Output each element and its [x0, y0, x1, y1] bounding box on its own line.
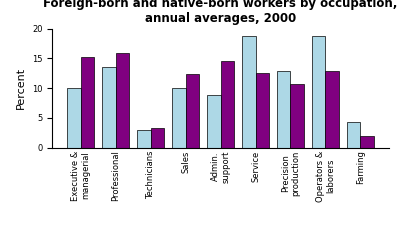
Y-axis label: Percent: Percent [16, 67, 26, 109]
Bar [255, 73, 269, 148]
Bar [81, 56, 94, 148]
Bar [242, 36, 255, 148]
Bar [312, 36, 326, 148]
Bar [290, 84, 304, 148]
Bar [207, 95, 221, 148]
Bar [221, 61, 234, 148]
Bar [151, 128, 164, 148]
Bar [277, 71, 290, 148]
Bar [67, 88, 81, 148]
Bar [138, 130, 151, 148]
Bar [115, 53, 129, 148]
Title: Foreign-born and native-born workers by occupation,
annual averages, 2000: Foreign-born and native-born workers by … [43, 0, 398, 25]
Bar [326, 71, 339, 148]
Bar [360, 136, 374, 148]
Bar [347, 122, 360, 148]
Bar [102, 67, 115, 148]
Bar [186, 74, 199, 148]
Bar [172, 88, 186, 148]
